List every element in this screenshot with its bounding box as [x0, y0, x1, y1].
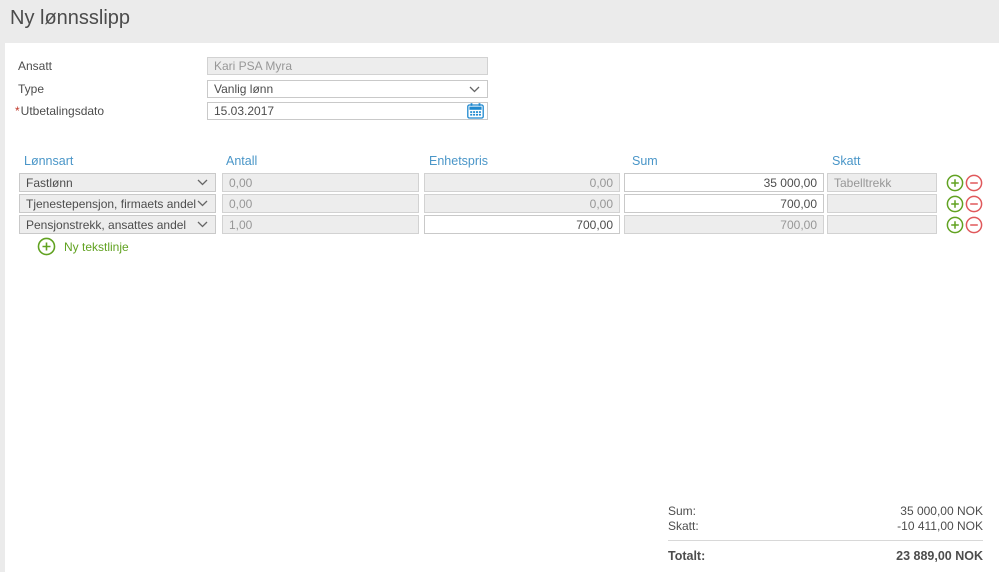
lonnsart-select[interactable]: Pensjonstrekk, ansattes andel: [19, 215, 216, 234]
summary-total-value: 23 889,00 NOK: [896, 549, 983, 563]
minus-circle-icon: [965, 174, 983, 192]
skatt-input: [827, 194, 937, 213]
remove-row-button[interactable]: [965, 174, 983, 192]
add-row-button[interactable]: [946, 174, 964, 192]
utbetalingsdato-label: *Utbetalingsdato: [15, 104, 105, 118]
lonnsart-select[interactable]: Fastlønn: [19, 173, 216, 192]
chevron-down-icon: [197, 200, 208, 207]
type-select-value: Vanlig lønn: [214, 82, 274, 96]
content-panel: Ansatt Type Vanlig lønn *Utbetalingsdato: [5, 43, 999, 572]
skatt-input: [827, 173, 937, 192]
ansatt-label: Ansatt: [18, 59, 53, 73]
chevron-down-icon: [469, 86, 480, 92]
col-header-enhetspris: Enhetspris: [429, 154, 489, 168]
ansatt-input: [207, 57, 488, 75]
summary-skatt-label: Skatt:: [668, 519, 699, 533]
antall-input: [222, 194, 419, 213]
add-text-line-button[interactable]: Ny tekstlinje: [37, 237, 129, 256]
totals-summary: Sum: 35 000,00 NOK Skatt: -10 411,00 NOK…: [668, 504, 983, 564]
remove-row-button[interactable]: [965, 216, 983, 234]
type-label: Type: [18, 82, 45, 96]
summary-total-label: Totalt:: [668, 549, 706, 563]
enhetspris-input[interactable]: [424, 215, 620, 234]
plus-circle-icon: [946, 174, 964, 192]
summary-divider: [668, 540, 983, 541]
page-title: Ny lønnsslipp: [10, 7, 131, 29]
col-header-skatt: Skatt: [832, 154, 861, 168]
calendar-button[interactable]: [464, 103, 486, 119]
skatt-input: [827, 215, 937, 234]
summary-sum-row: Sum: 35 000,00 NOK: [668, 504, 983, 518]
enhetspris-input: [424, 194, 620, 213]
minus-circle-icon: [965, 195, 983, 213]
summary-skatt-value: -10 411,00 NOK: [897, 519, 983, 533]
antall-input: [222, 215, 419, 234]
sum-input[interactable]: [624, 173, 824, 192]
col-header-sum: Sum: [632, 154, 658, 168]
plus-circle-icon: [946, 195, 964, 213]
add-row-button[interactable]: [946, 216, 964, 234]
table-row: Tjenestepensjon, firmaets andel: [5, 194, 999, 213]
summary-sum-value: 35 000,00 NOK: [900, 504, 983, 518]
required-asterisk: *: [15, 104, 20, 118]
table-row: Fastlønn: [5, 173, 999, 192]
minus-circle-icon: [965, 216, 983, 234]
sum-input[interactable]: [624, 194, 824, 213]
type-select[interactable]: Vanlig lønn: [207, 80, 488, 98]
lonnsart-select-value: Fastlønn: [26, 175, 73, 190]
col-header-antall: Antall: [226, 154, 258, 168]
page-header: Ny lønnsslipp: [0, 0, 999, 43]
add-row-button[interactable]: [946, 195, 964, 213]
chevron-down-icon: [197, 221, 208, 228]
summary-total-row: Totalt: 23 889,00 NOK: [668, 549, 983, 563]
plus-circle-icon: [946, 216, 964, 234]
table-row: Pensjonstrekk, ansattes andel: [5, 215, 999, 234]
lonnsart-select[interactable]: Tjenestepensjon, firmaets andel: [19, 194, 216, 213]
remove-row-button[interactable]: [965, 195, 983, 213]
add-text-line-label: Ny tekstlinje: [64, 239, 129, 254]
summary-skatt-row: Skatt: -10 411,00 NOK: [668, 519, 983, 533]
utbetalingsdato-input[interactable]: [207, 102, 488, 120]
antall-input: [222, 173, 419, 192]
lonnsart-select-value: Tjenestepensjon, firmaets andel: [26, 196, 197, 211]
lonnsart-select-value: Pensjonstrekk, ansattes andel: [26, 217, 187, 232]
calendar-icon: [466, 103, 484, 119]
col-header-lonnsart: Lønnsart: [24, 154, 74, 168]
summary-sum-label: Sum:: [668, 504, 697, 518]
enhetspris-input: [424, 173, 620, 192]
sum-input: [624, 215, 824, 234]
chevron-down-icon: [197, 179, 208, 186]
plus-circle-icon: [37, 237, 56, 256]
